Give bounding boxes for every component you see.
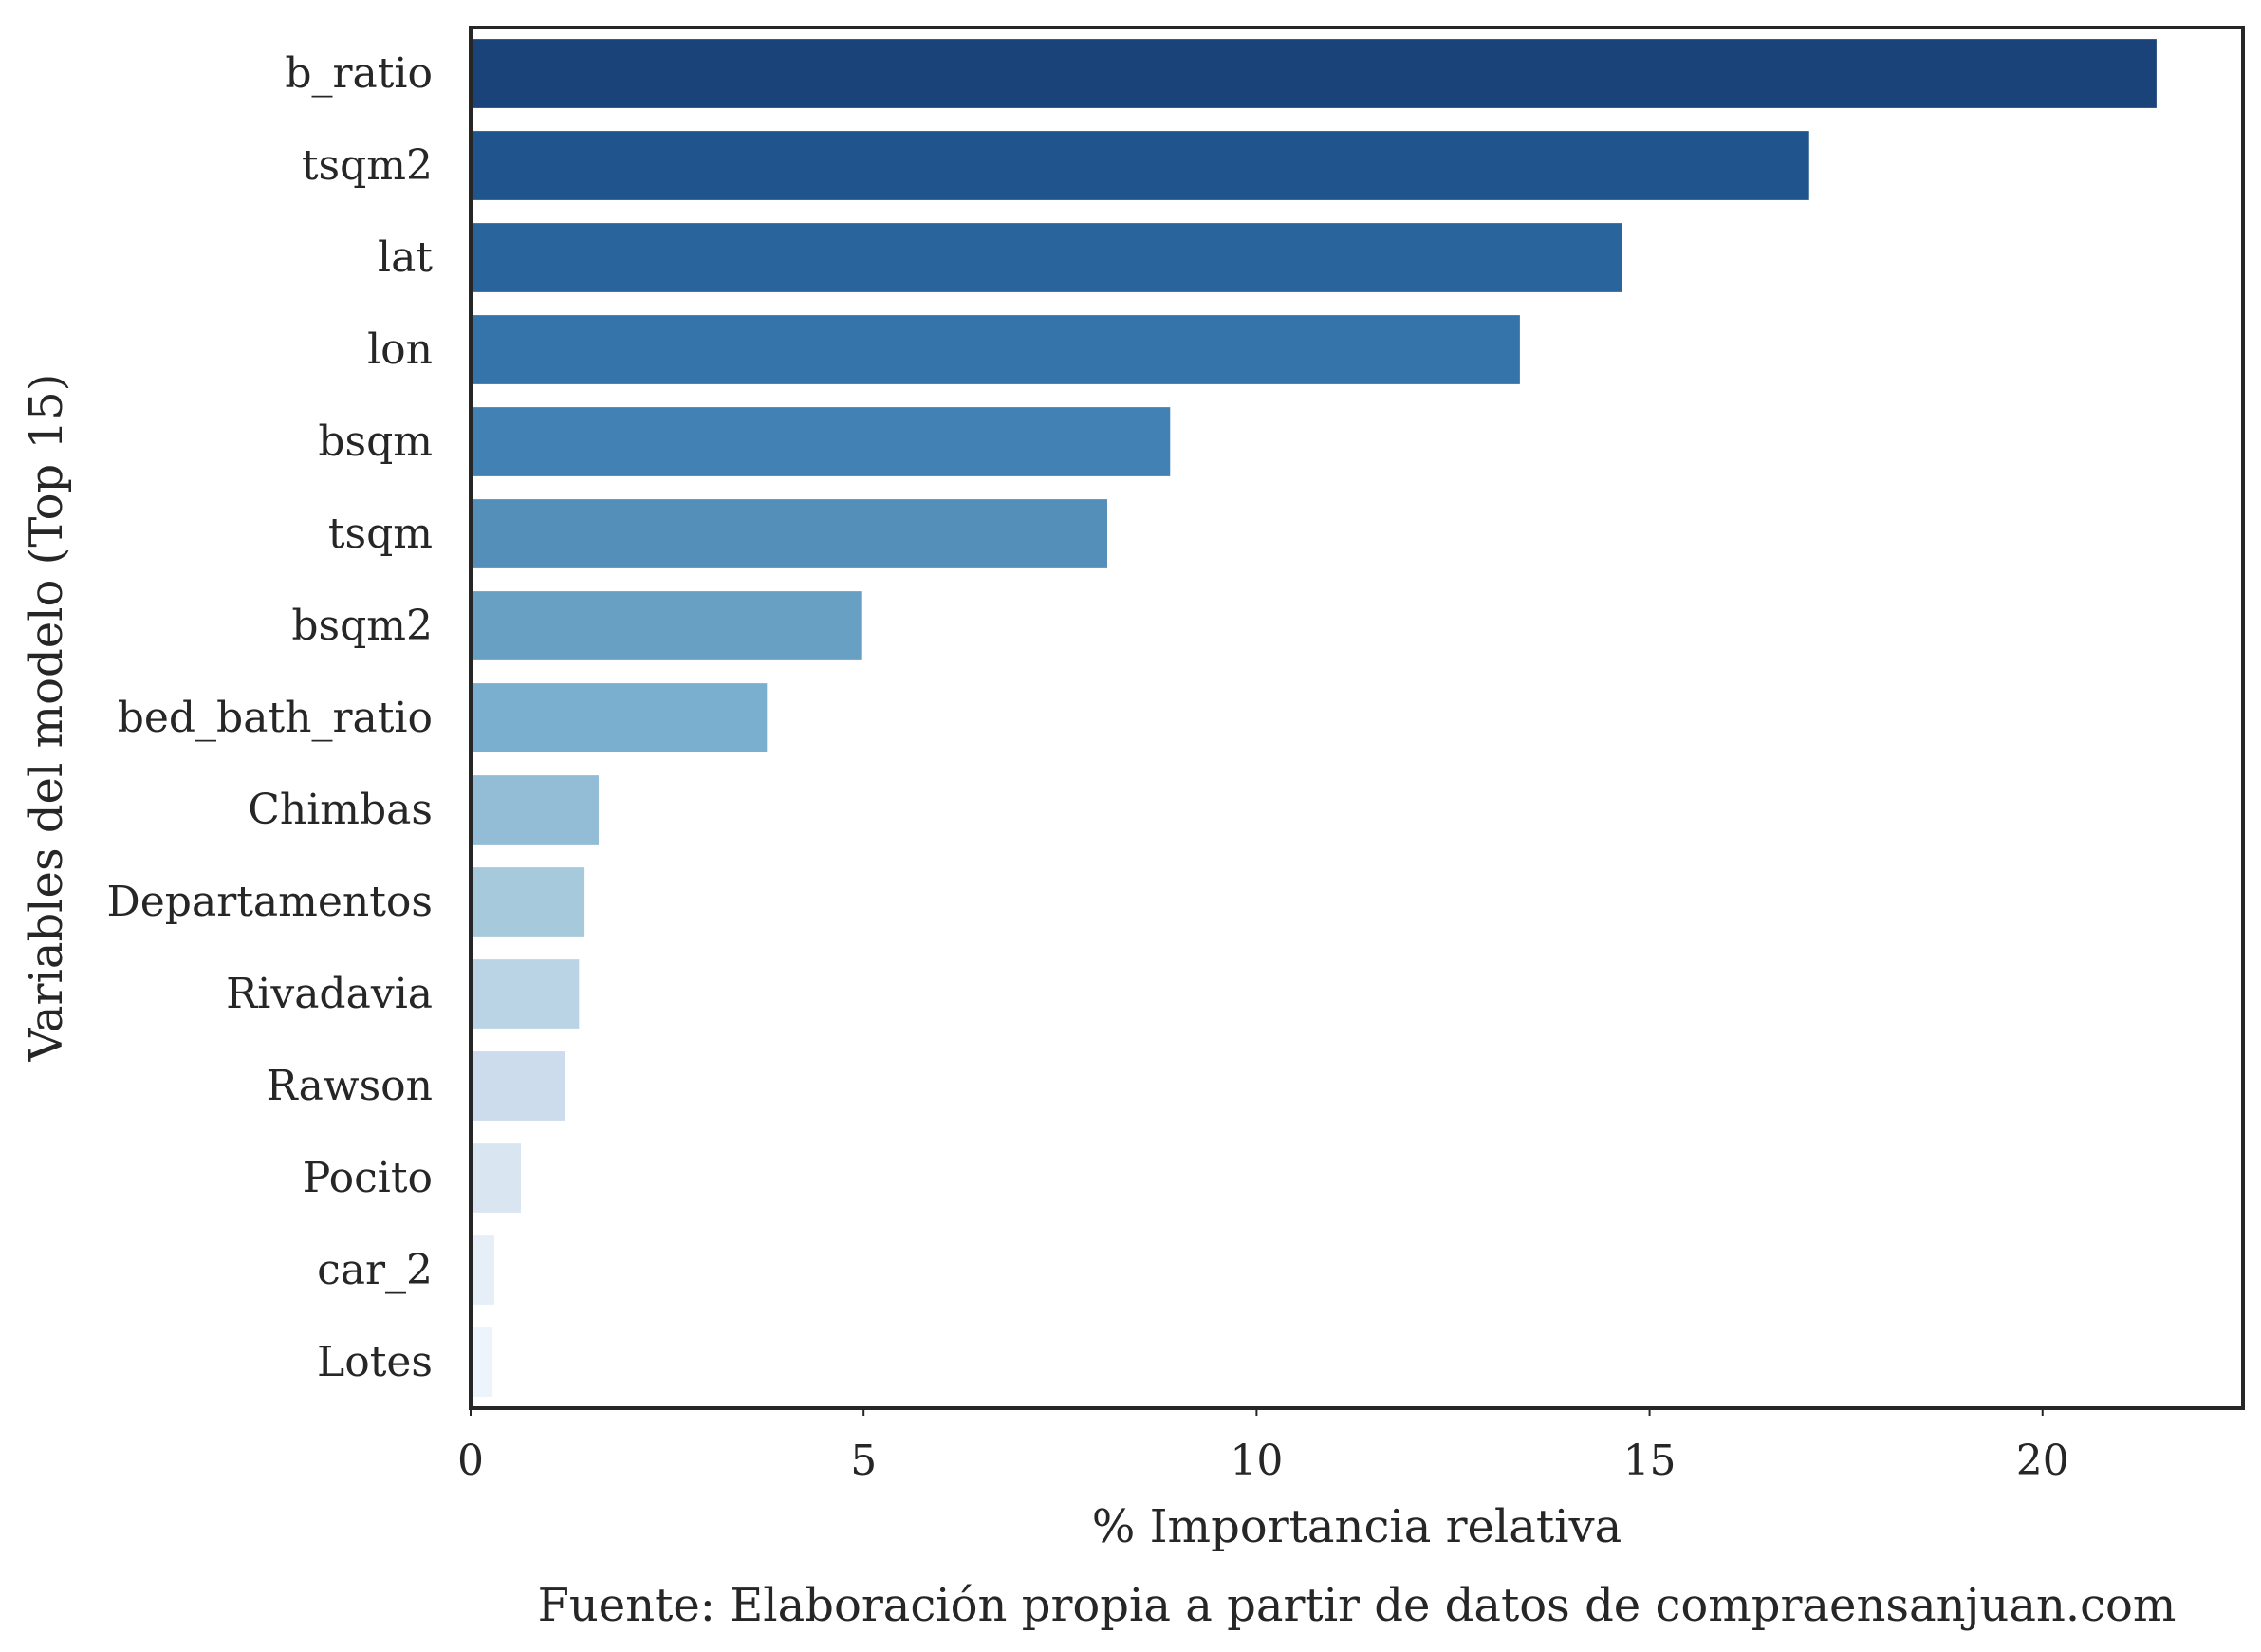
y-tick-label: tsqm xyxy=(328,510,433,558)
y-tick-label: Pocito xyxy=(303,1154,433,1202)
x-ticks: 0 5 10 15 20 xyxy=(457,1408,2069,1485)
y-tick-label: bsqm2 xyxy=(291,602,433,650)
bar-bsqm2 xyxy=(471,591,862,660)
y-tick-label: Rawson xyxy=(267,1062,433,1110)
bar-bed-bath-ratio xyxy=(471,683,768,752)
bar-tsqm2 xyxy=(471,131,1809,200)
y-tick-label: lat xyxy=(378,233,433,282)
y-tick-labels: b_ratio tsqm2 lat lon bsqm tsqm bsqm2 bed_bath_… xyxy=(106,49,433,1386)
y-tick-label: bed_bath_ratio xyxy=(118,694,433,742)
x-tick-label: 5 xyxy=(850,1437,877,1485)
y-tick-label: b_ratio xyxy=(285,49,433,98)
bar-bsqm xyxy=(471,407,1171,476)
bar-lotes xyxy=(471,1327,493,1397)
bar-rawson xyxy=(471,1051,565,1121)
source-caption: Fuente: Elaboración propia a partir de d… xyxy=(538,1579,2177,1632)
bars-group xyxy=(471,39,2157,1397)
y-tick-label: lon xyxy=(367,325,433,374)
bar-pocito xyxy=(471,1143,522,1213)
y-tick-label: bsqm xyxy=(318,418,433,466)
y-tick-label: Rivadavia xyxy=(226,970,433,1018)
bar-lon xyxy=(471,315,1520,384)
x-tick-label: 15 xyxy=(1623,1437,1677,1485)
y-tick-label: car_2 xyxy=(317,1246,433,1294)
y-tick-label: Lotes xyxy=(317,1338,433,1386)
y-tick-label: Chimbas xyxy=(248,786,433,834)
bar-tsqm xyxy=(471,499,1107,568)
y-tick-label: Departamentos xyxy=(106,878,433,926)
bar-departamentos xyxy=(471,867,585,937)
x-tick-label: 0 xyxy=(457,1437,484,1485)
x-tick-label: 20 xyxy=(2016,1437,2069,1485)
x-tick-label: 10 xyxy=(1230,1437,1283,1485)
plot-frame xyxy=(469,26,2245,1410)
bar-chimbas xyxy=(471,775,600,845)
y-axis-title: Variables del modelo (Top 15) xyxy=(20,374,73,1063)
bar-rivadavia xyxy=(471,959,580,1029)
bar-lat xyxy=(471,223,1622,292)
x-axis-title: % Importancia relativa xyxy=(1092,1500,1622,1553)
y-tick-label: tsqm2 xyxy=(302,141,433,190)
bar-car-2 xyxy=(471,1235,494,1305)
bar-b-ratio xyxy=(471,39,2157,108)
